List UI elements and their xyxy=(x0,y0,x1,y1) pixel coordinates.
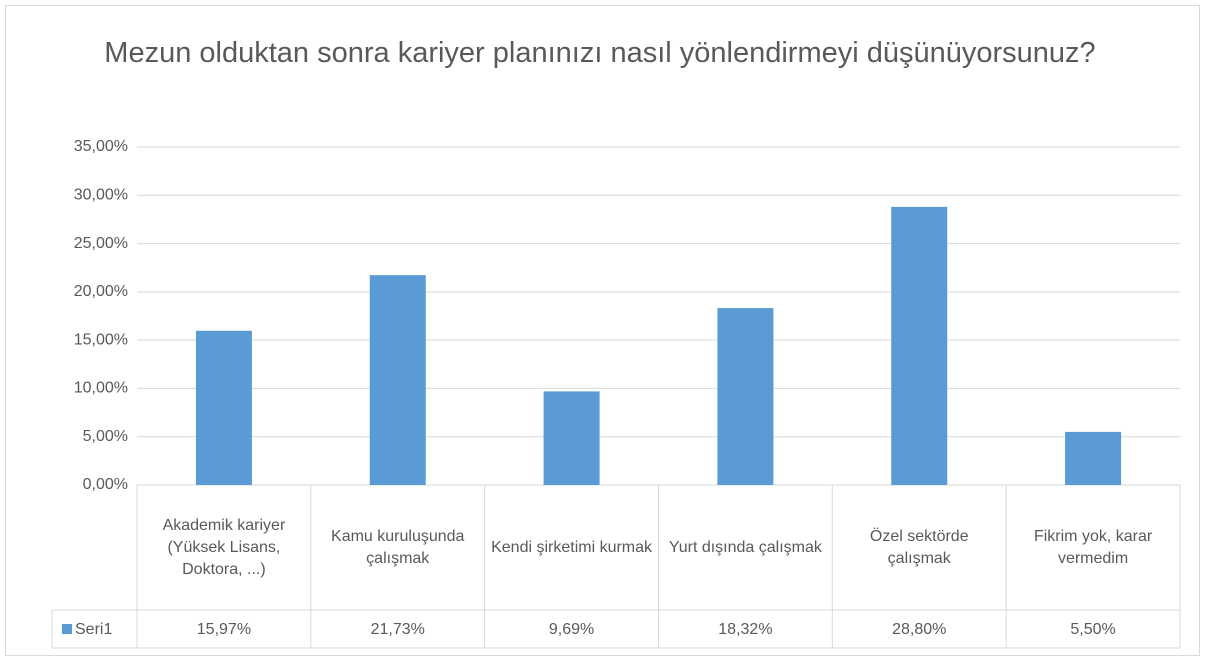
category-label: Kendi şirketimi kurmak xyxy=(491,538,653,556)
bar xyxy=(891,206,948,486)
y-tick-label: 10,00% xyxy=(74,380,128,397)
value-label: 18,32% xyxy=(718,621,772,638)
value-label: 28,80% xyxy=(892,621,946,638)
y-tick-label: 30,00% xyxy=(74,187,128,204)
category-label: Fikrim yok, karar vermedim xyxy=(1033,527,1153,567)
chart-border xyxy=(5,5,1200,656)
y-tick-label: 20,00% xyxy=(74,283,128,300)
bar xyxy=(717,308,774,485)
legend-label: Seri1 xyxy=(75,621,112,638)
bar xyxy=(369,275,426,485)
value-label: 5,50% xyxy=(1070,621,1115,638)
legend-key xyxy=(62,624,72,634)
value-label: 9,69% xyxy=(549,621,594,638)
value-label: 15,97% xyxy=(197,621,251,638)
category-label: Yurt dışında çalışmak xyxy=(668,538,822,556)
chart-title: Mezun olduktan sonra kariyer planınızı n… xyxy=(104,37,1096,69)
bar xyxy=(195,330,252,485)
y-tick-label: 0,00% xyxy=(83,476,128,493)
category-label: Kamu kuruluşunda çalışmak xyxy=(331,527,465,567)
y-tick-label: 15,00% xyxy=(74,331,128,348)
y-tick-label: 5,00% xyxy=(83,428,128,445)
category-label: Akademik kariyer (Yüksek Lisans, Doktora… xyxy=(162,516,286,578)
category-label: Özel sektörde çalışmak xyxy=(869,527,969,567)
value-label: 21,73% xyxy=(371,621,425,638)
y-tick-label: 25,00% xyxy=(74,235,128,252)
bar xyxy=(543,391,600,485)
y-tick-label: 35,00% xyxy=(74,138,128,155)
bar xyxy=(1065,431,1122,485)
